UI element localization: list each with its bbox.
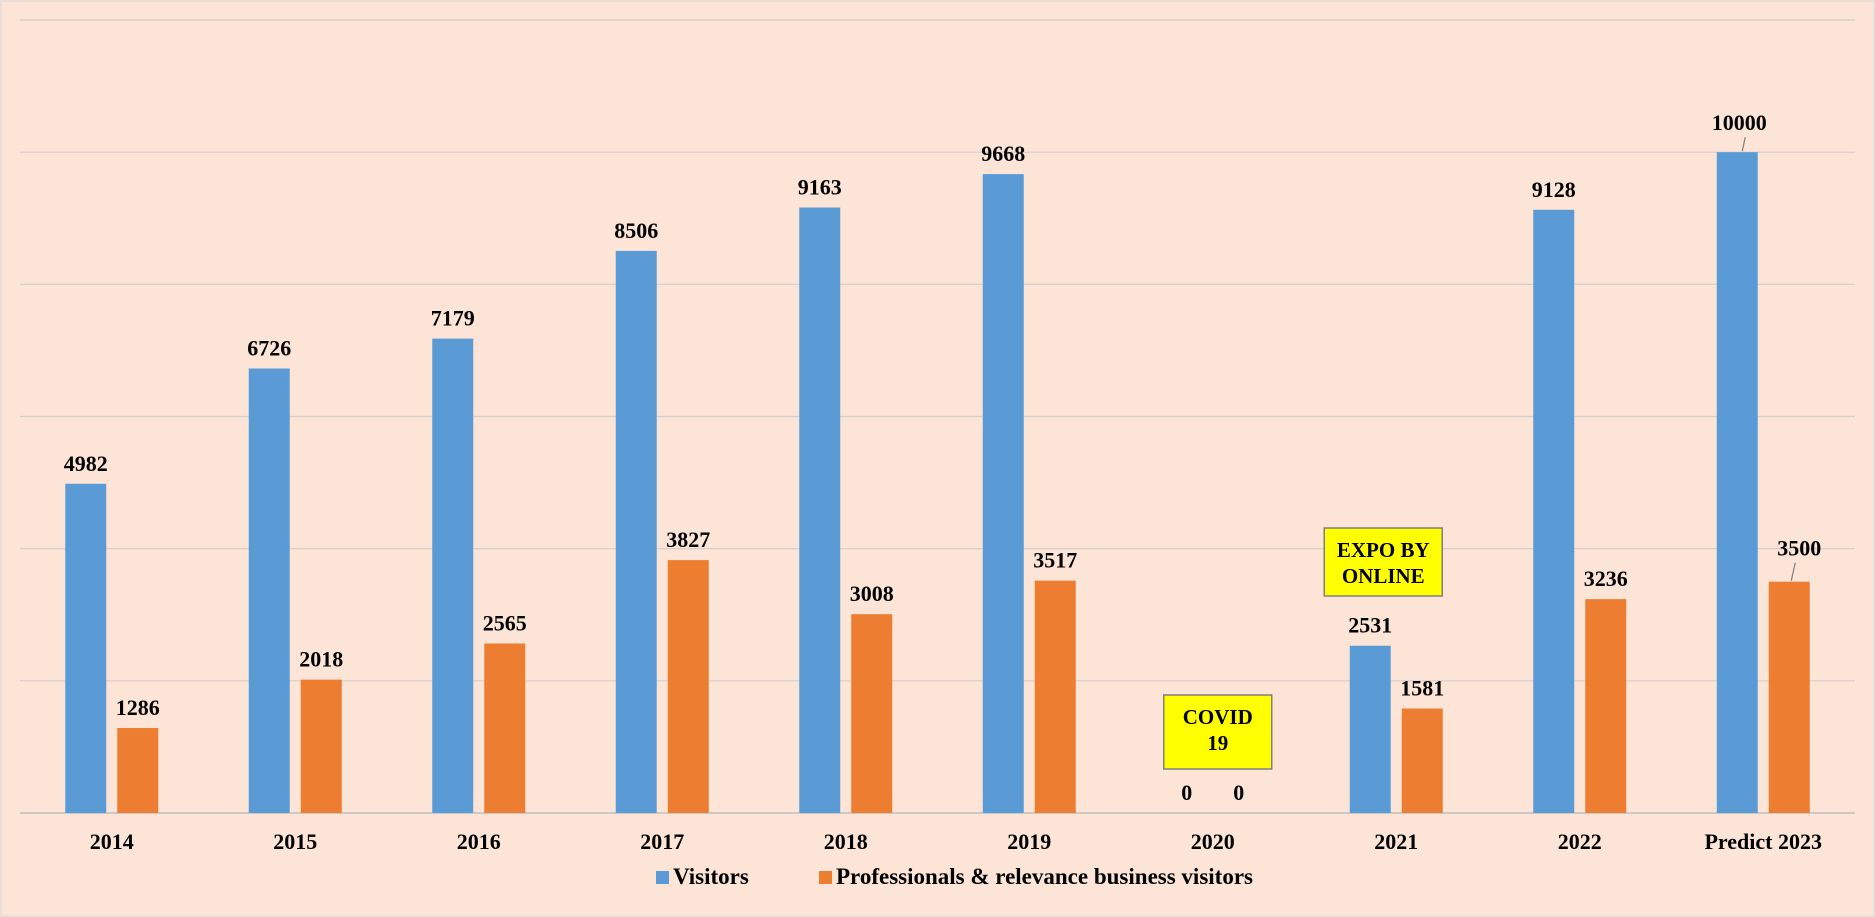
data-label-visitors-2019: 9668 <box>981 141 1025 166</box>
x-tick-2022: 2022 <box>1558 829 1602 854</box>
x-tick-2018: 2018 <box>824 829 868 854</box>
data-labels: 4982 1286 6726 2018 7179 2565 8506 3827 9163 3008… <box>64 110 1822 805</box>
data-label-professionals-relevance-business-visitors-2014: 1286 <box>116 695 160 720</box>
data-label-leader <box>1741 137 1746 152</box>
data-label-visitors-predict-2023: 10000 <box>1712 110 1767 135</box>
bar-professionals-relevance-business-visitors-2021 <box>1401 708 1443 813</box>
x-tick-2015: 2015 <box>273 829 317 854</box>
x-tick-2020: 2020 <box>1191 829 1235 854</box>
data-label-visitors-2015: 6726 <box>247 336 291 361</box>
annotation-text: COVID <box>1183 705 1253 729</box>
x-tick-labels: 2014 2015 2016 2017 2018 2019 2020 2021 2022 Pred… <box>90 829 1822 854</box>
bar-visitors-2015 <box>248 368 290 813</box>
bar-professionals-relevance-business-visitors-predict-2023 <box>1768 581 1810 813</box>
bar-visitors-2018 <box>799 207 841 814</box>
bar-professionals-relevance-business-visitors-2018 <box>851 614 893 813</box>
annotation-text: 19 <box>1207 731 1228 755</box>
data-label-leader <box>1790 562 1796 581</box>
data-label-professionals-relevance-business-visitors-2020: 0 <box>1233 780 1244 805</box>
bar-professionals-relevance-business-visitors-2017 <box>667 560 709 813</box>
bar-professionals-relevance-business-visitors-2014 <box>117 728 159 813</box>
bar-visitors-2022 <box>1533 209 1575 814</box>
bar-visitors-2021 <box>1349 645 1391 813</box>
bars <box>65 152 1810 814</box>
bar-visitors-2017 <box>615 250 657 814</box>
bar-visitors-2014 <box>65 483 107 813</box>
annotation-text: ONLINE <box>1342 564 1425 588</box>
data-label-professionals-relevance-business-visitors-2017: 3827 <box>666 527 710 552</box>
data-label-visitors-2014: 4982 <box>64 451 108 476</box>
annotation-box <box>1323 527 1443 597</box>
x-tick-2017: 2017 <box>640 829 684 854</box>
data-label-professionals-relevance-business-visitors-2016: 2565 <box>483 610 527 635</box>
legend-swatch-professionals-relevance-business-visitors <box>819 871 832 884</box>
data-label-visitors-2021: 2531 <box>1348 613 1392 638</box>
data-label-visitors-2022: 9128 <box>1532 177 1576 202</box>
bar-professionals-relevance-business-visitors-2022 <box>1585 599 1627 813</box>
annotation-box <box>1163 694 1273 770</box>
data-label-visitors-2016: 7179 <box>431 306 475 331</box>
x-tick-predict-2023: Predict 2023 <box>1704 829 1822 854</box>
legend-label-professionals-relevance-business-visitors: Professionals & relevance business visit… <box>836 864 1253 889</box>
bar-visitors-2019 <box>982 174 1024 814</box>
legend-label-visitors: Visitors <box>673 864 749 889</box>
data-label-professionals-relevance-business-visitors-predict-2023: 3500 <box>1777 536 1821 561</box>
x-tick-2016: 2016 <box>457 829 501 854</box>
annotation-text: EXPO BY <box>1337 538 1430 562</box>
data-label-professionals-relevance-business-visitors-2022: 3236 <box>1584 566 1628 591</box>
bar-professionals-relevance-business-visitors-2016 <box>484 643 526 813</box>
data-label-professionals-relevance-business-visitors-2021: 1581 <box>1400 676 1444 701</box>
data-label-visitors-2018: 9163 <box>798 174 842 199</box>
bar-visitors-predict-2023 <box>1716 152 1758 813</box>
data-label-visitors-2017: 8506 <box>614 218 658 243</box>
bar-professionals-relevance-business-visitors-2019 <box>1034 580 1076 813</box>
data-label-professionals-relevance-business-visitors-2018: 3008 <box>850 581 894 606</box>
x-tick-2021: 2021 <box>1374 829 1418 854</box>
legend-swatch-visitors <box>656 871 669 884</box>
data-label-visitors-2020: 0 <box>1181 780 1192 805</box>
x-tick-2019: 2019 <box>1007 829 1051 854</box>
gridlines <box>20 19 1855 814</box>
bar-visitors-2016 <box>432 338 474 813</box>
data-label-professionals-relevance-business-visitors-2019: 3517 <box>1033 548 1077 573</box>
data-label-professionals-relevance-business-visitors-2015: 2018 <box>299 647 343 672</box>
bar-professionals-relevance-business-visitors-2015 <box>300 679 342 813</box>
legend: Visitors Professionals & relevance busine… <box>656 864 1253 889</box>
x-tick-2014: 2014 <box>90 829 134 854</box>
